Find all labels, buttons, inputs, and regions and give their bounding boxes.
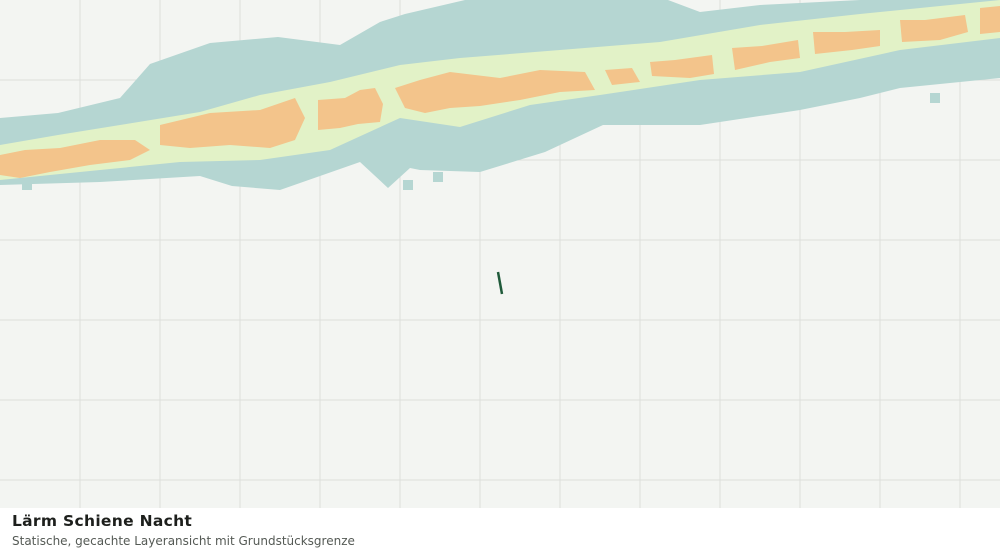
noise-patch [403,180,413,190]
map-view [0,0,1000,508]
layer-title: Lärm Schiene Nacht [12,512,193,530]
caption: Lärm Schiene Nacht Statische, gecachte L… [12,512,355,548]
noise-patch [433,172,443,182]
noise-zone-high [0,6,1000,178]
noise-patch [22,180,32,190]
parcel-boundary [496,271,504,295]
layer-subtitle: Statische, gecachte Layeransicht mit Gru… [12,534,355,548]
noise-patch [930,93,940,103]
